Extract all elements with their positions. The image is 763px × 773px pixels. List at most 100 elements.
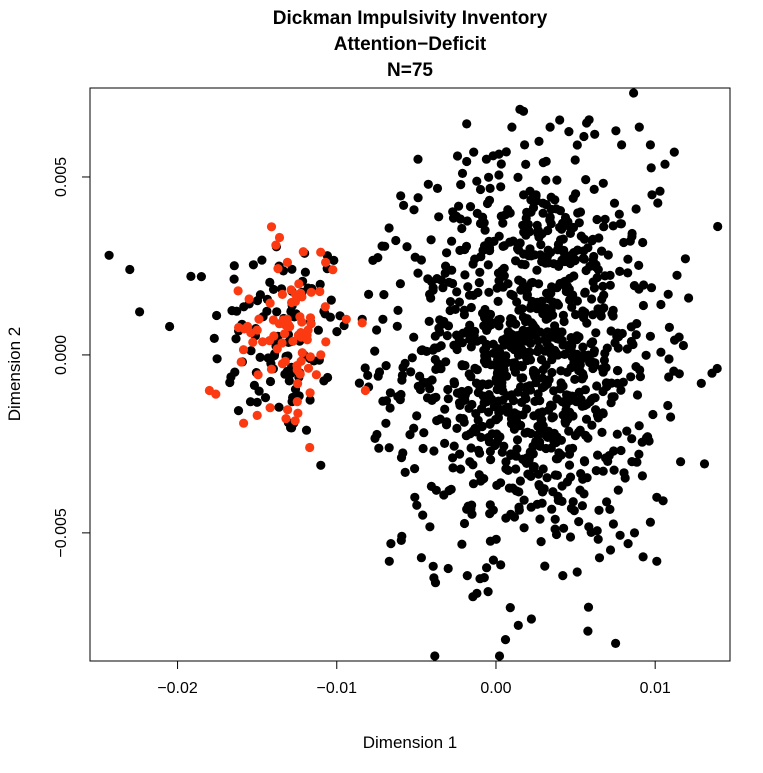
series-0-point-1218 [481, 154, 491, 164]
series-0-point-206 [534, 279, 544, 289]
series-0-point-784 [498, 395, 508, 405]
series-0-point-1092 [520, 260, 530, 270]
series-0-point-74 [212, 354, 222, 364]
series-0-point-1039 [536, 355, 547, 365]
series-0-point-352 [619, 468, 629, 478]
series-0-point-446 [634, 260, 644, 270]
series-0-point-1101 [429, 343, 440, 353]
series-0-point-1136 [558, 234, 568, 244]
series-0-point-1169 [413, 154, 423, 164]
series-0-point-617 [400, 358, 410, 368]
series-1-point-86 [266, 364, 277, 374]
series-0-point-783 [513, 387, 523, 397]
series-0-point-1177 [555, 115, 565, 125]
series-0-point-89 [325, 312, 335, 322]
series-0-point-963 [584, 522, 594, 532]
series-0-point-1114 [519, 227, 529, 237]
series-0-point-276 [452, 423, 462, 433]
series-0-point-1152 [423, 377, 433, 387]
series-0-point-1006 [466, 372, 476, 382]
series-0-point-157 [581, 414, 592, 424]
series-0-point-643 [379, 290, 389, 300]
series-0-point-180 [613, 485, 623, 495]
series-0-point-69 [287, 264, 297, 274]
series-0-point-864 [581, 175, 591, 185]
series-0-point-582 [485, 508, 495, 519]
series-0-point-588 [536, 537, 546, 547]
series-0-point-964 [669, 366, 679, 376]
series-0-point-1072 [460, 244, 470, 255]
series-0-point-1180 [669, 147, 679, 157]
series-0-point-349 [672, 270, 682, 280]
series-0-point-1081 [513, 244, 523, 254]
series-0-point-1126 [531, 378, 541, 388]
series-0-point-996 [568, 411, 578, 421]
series-0-point-38 [252, 397, 262, 407]
series-0-point-1213 [631, 204, 641, 214]
series-0-point-790 [646, 283, 657, 293]
series-0-point-848 [588, 310, 598, 320]
series-1-point-33 [305, 388, 315, 398]
series-0-point-883 [579, 313, 589, 323]
series-0-point-985 [519, 190, 529, 200]
series-0-point-1141 [564, 344, 575, 354]
series-0-point-893 [629, 88, 639, 98]
series-1-point-60 [253, 370, 263, 380]
series-0-point-947 [552, 394, 562, 404]
series-0-point-1194 [378, 396, 388, 406]
series-0-point-959 [443, 394, 453, 404]
series-0-point-1111 [432, 416, 442, 426]
series-0-point-260 [593, 450, 603, 460]
series-0-point-1187 [429, 446, 439, 456]
series-0-point-432 [498, 218, 508, 228]
series-0-point-1188 [413, 268, 423, 278]
series-1-point-58 [265, 298, 275, 308]
series-0-point-669 [609, 198, 620, 208]
series-0-point-911 [478, 245, 488, 255]
series-0-point-97 [135, 307, 145, 317]
series-0-point-420 [475, 574, 485, 584]
series-0-point-410 [501, 464, 511, 474]
series-0-point-82 [301, 425, 312, 435]
series-0-point-251 [638, 237, 648, 248]
series-0-point-1215 [520, 140, 530, 150]
series-0-point-735 [485, 183, 495, 193]
series-0-point-873 [598, 386, 608, 397]
series-0-point-1115 [536, 415, 546, 425]
series-0-point-1221 [590, 129, 600, 139]
series-0-point-1191 [372, 325, 382, 335]
series-0-point-995 [570, 255, 580, 265]
series-0-point-896 [664, 322, 675, 332]
series-0-point-1134 [437, 316, 447, 327]
series-0-point-146 [392, 321, 402, 331]
series-0-point-900 [641, 350, 651, 360]
series-0-point-1181 [696, 378, 706, 388]
series-0-point-978 [520, 428, 530, 438]
series-0-point-1010 [566, 503, 577, 513]
series-0-point-1211 [655, 186, 665, 196]
series-0-point-626 [494, 651, 505, 661]
series-0-point-248 [391, 235, 401, 246]
series-0-point-56 [255, 352, 265, 362]
series-1-point-54 [278, 315, 288, 325]
series-0-point-945 [511, 464, 521, 474]
series-0-point-898 [511, 486, 521, 496]
series-0-point-560 [449, 441, 459, 451]
series-1-point-79 [243, 321, 253, 332]
series-0-point-814 [634, 284, 644, 294]
series-0-point-631 [455, 449, 465, 459]
series-0-point-1107 [546, 192, 556, 202]
series-0-point-1144 [585, 397, 595, 407]
series-0-point-353 [634, 421, 644, 431]
series-0-point-609 [440, 404, 450, 414]
series-0-point-761 [466, 504, 476, 514]
series-0-point-509 [441, 357, 451, 367]
series-1-point-57 [311, 370, 321, 380]
chart-title-line-2: Attention−Deficit [334, 34, 487, 55]
series-1-point-42 [296, 328, 306, 338]
series-0-point-1088 [572, 331, 582, 341]
series-1-point-51 [281, 414, 291, 424]
series-0-point-1067 [553, 495, 563, 505]
series-1-point-16 [258, 337, 268, 347]
series-0-point-382 [583, 626, 593, 636]
